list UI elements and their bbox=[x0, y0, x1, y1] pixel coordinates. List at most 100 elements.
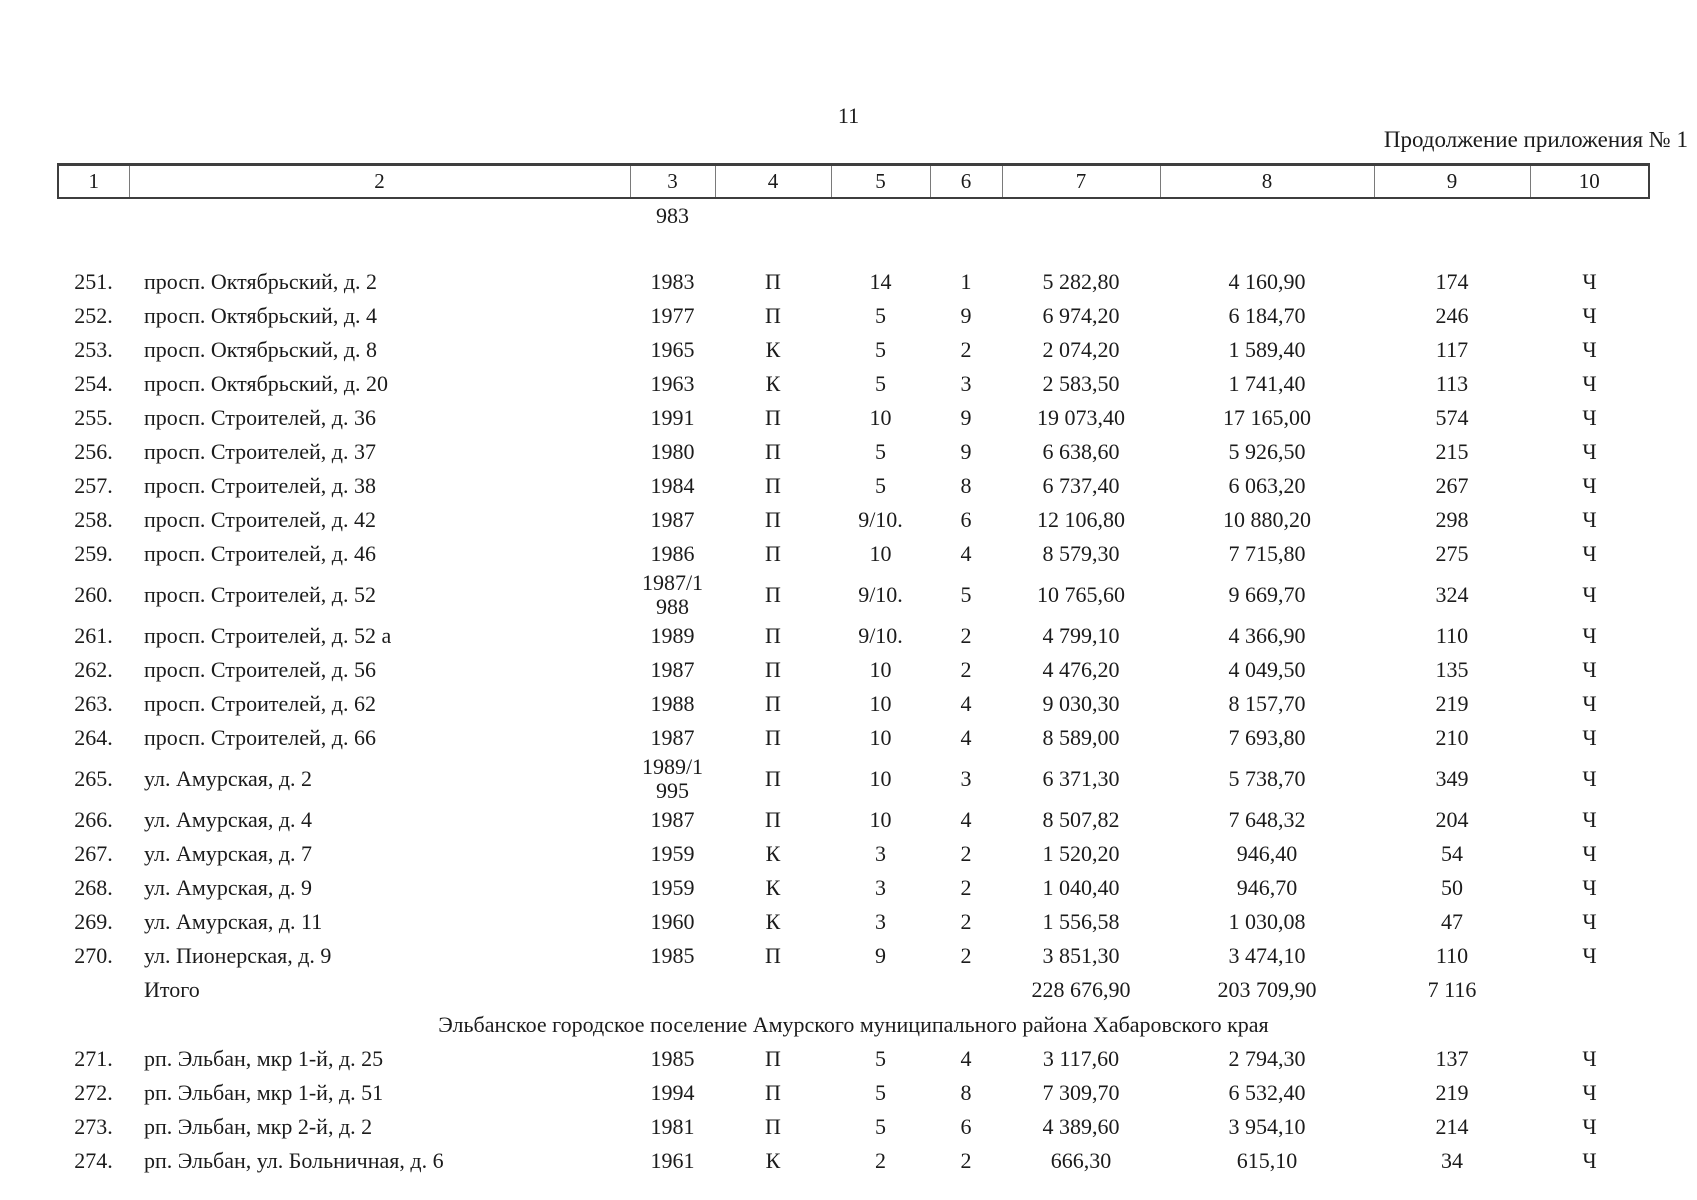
cell-col-10: Ч bbox=[1582, 507, 1597, 532]
cell-col-1: 265. bbox=[74, 766, 113, 791]
cell-col-10: Ч bbox=[1582, 371, 1597, 396]
cell-col-7: 6 638,60 bbox=[1042, 439, 1120, 464]
cell-col-8: 1 741,40 bbox=[1228, 371, 1306, 396]
cell-col-4: П bbox=[765, 623, 781, 648]
cell-col-7: 12 106,80 bbox=[1037, 507, 1125, 532]
cell-col-10: Ч bbox=[1582, 943, 1597, 968]
cell-col-4: К bbox=[765, 841, 781, 866]
cell-col-2: просп. Октябрьский, д. 4 bbox=[144, 303, 378, 328]
cell-col-9: 110 bbox=[1435, 623, 1469, 648]
cell-col-1: 253. bbox=[74, 337, 113, 362]
cell-col-8: 5 926,50 bbox=[1228, 439, 1306, 464]
cell-col-5: 5 bbox=[875, 1114, 886, 1139]
cell-col-8: 3 954,10 bbox=[1228, 1114, 1306, 1139]
cell-col-4: П bbox=[765, 725, 781, 750]
cell-col-3: 1991 bbox=[650, 405, 695, 430]
cell-col-9: 174 bbox=[1435, 269, 1469, 294]
table-header: 1 2 3 4 5 6 7 8 9 10 bbox=[57, 164, 1650, 199]
cell-col-9: 117 bbox=[1435, 337, 1469, 362]
cell-col-5: 9/10. bbox=[858, 623, 903, 648]
cell-col-10: Ч bbox=[1582, 439, 1597, 464]
cell-col-5: 10 bbox=[869, 405, 892, 430]
table-row: Итого 228 676,90 203 709,90 7 116 bbox=[58, 973, 1649, 1007]
cell-col-2: ул. Пионерская, д. 9 bbox=[144, 943, 332, 968]
cell-col-4: П bbox=[765, 1046, 781, 1071]
cell-col-7: 2 074,20 bbox=[1042, 337, 1120, 362]
cell-col-10 bbox=[1530, 973, 1649, 1007]
cell-col-10: Ч bbox=[1582, 807, 1597, 832]
column-header-1: 1 bbox=[57, 164, 130, 199]
cell-col-1: 258. bbox=[74, 507, 113, 532]
cell-col-9 bbox=[1374, 198, 1530, 233]
cell-col-9: 204 bbox=[1435, 807, 1469, 832]
cell-col-8: 3 474,10 bbox=[1228, 943, 1306, 968]
cell-col-1: 255. bbox=[74, 405, 113, 430]
spacer-cell bbox=[58, 233, 1649, 265]
cell-col-4: П bbox=[765, 473, 781, 498]
table-row: 274. рп. Эльбан, ул. Больничная, д. 6 1961… bbox=[58, 1144, 1649, 1178]
cell-col-5: 3 bbox=[875, 909, 886, 934]
cell-col-7: 6 371,30 bbox=[1042, 766, 1120, 791]
cell-col-7: 5 282,80 bbox=[1042, 269, 1120, 294]
cell-col-3: 1987 bbox=[650, 807, 695, 832]
cell-col-8 bbox=[1160, 198, 1374, 233]
column-header-3: 3 bbox=[629, 164, 716, 199]
page-number: 11 bbox=[837, 103, 860, 128]
cell-col-5 bbox=[831, 198, 930, 233]
column-header-2: 2 bbox=[128, 164, 631, 199]
table-row: 260. просп. Строителей, д. 52 1987/1 988 П 9… bbox=[58, 571, 1649, 619]
cell-col-8: 10 880,20 bbox=[1223, 507, 1311, 532]
cell-col-3: 1963 bbox=[650, 371, 695, 396]
cell-col-7: 1 040,40 bbox=[1042, 875, 1120, 900]
cell-col-4: П bbox=[765, 269, 781, 294]
table-row: 265. ул. Амурская, д. 2 1989/1 995 П 10 3 6 37… bbox=[58, 755, 1649, 803]
cell-col-9: 267 bbox=[1435, 473, 1469, 498]
cell-col-5: 9/10. bbox=[858, 507, 903, 532]
table-row: 271. рп. Эльбан, мкр 1-й, д. 25 1985 П 5 4 3 1… bbox=[58, 1042, 1649, 1076]
cell-col-2: просп. Строителей, д. 37 bbox=[144, 439, 376, 464]
cell-col-2: просп. Октябрьский, д. 20 bbox=[144, 371, 389, 396]
cell-col-9: 219 bbox=[1435, 691, 1469, 716]
cell-col-2: ул. Амурская, д. 2 bbox=[144, 766, 313, 791]
cell-col-4: П bbox=[765, 943, 781, 968]
cell-col-7: 1 556,58 bbox=[1042, 909, 1120, 934]
cell-col-1: 270. bbox=[74, 943, 113, 968]
cell-col-10: Ч bbox=[1582, 582, 1597, 607]
cell-col-5: 10 bbox=[869, 725, 892, 750]
column-header-5: 5 bbox=[830, 164, 931, 199]
cell-col-4: К bbox=[765, 875, 781, 900]
cell-col-4 bbox=[715, 973, 831, 1007]
cell-col-3: 1987 bbox=[650, 725, 695, 750]
cell-col-6: 9 bbox=[960, 405, 972, 430]
cell-col-2: Итого bbox=[144, 977, 200, 1002]
table-row: 257. просп. Строителей, д. 38 1984 П 5 8 6 737… bbox=[58, 469, 1649, 503]
cell-col-8: 7 715,80 bbox=[1228, 541, 1306, 566]
cell-col-6: 2 bbox=[960, 943, 972, 968]
cell-col-6: 3 bbox=[960, 371, 972, 396]
cell-col-8: 1 589,40 bbox=[1228, 337, 1306, 362]
cell-col-5: 10 bbox=[869, 766, 892, 791]
cell-col-2: ул. Амурская, д. 9 bbox=[144, 875, 313, 900]
table-row: 259. просп. Строителей, д. 46 1986 П 10 4 8 57… bbox=[58, 537, 1649, 571]
cell-col-6: 4 bbox=[960, 807, 972, 832]
cell-col-7 bbox=[1002, 198, 1160, 233]
cell-col-3: 1961 bbox=[650, 1148, 695, 1173]
cell-col-5: 5 bbox=[875, 1080, 886, 1105]
cell-col-2: просп. Строителей, д. 36 bbox=[144, 405, 376, 430]
cell-col-4: П bbox=[765, 766, 781, 791]
cell-col-4: К bbox=[765, 337, 781, 362]
cell-col-4: П bbox=[765, 303, 781, 328]
cell-col-7: 3 851,30 bbox=[1042, 943, 1120, 968]
cell-col-9: 7 116 bbox=[1427, 977, 1477, 1002]
cell-col-4: П bbox=[765, 691, 781, 716]
cell-col-6: 2 bbox=[960, 875, 972, 900]
cell-col-4: П bbox=[765, 405, 781, 430]
cell-col-10: Ч bbox=[1582, 337, 1597, 362]
cell-col-10: Ч bbox=[1582, 623, 1597, 648]
cell-col-1: 268. bbox=[74, 875, 113, 900]
cell-col-4: П bbox=[765, 541, 781, 566]
table-row: 255. просп. Строителей, д. 36 1991 П 10 9 19 0… bbox=[58, 401, 1649, 435]
cell-col-10: Ч bbox=[1582, 909, 1597, 934]
cell-col-5: 5 bbox=[875, 337, 886, 362]
cell-col-3: 1987 bbox=[650, 507, 695, 532]
